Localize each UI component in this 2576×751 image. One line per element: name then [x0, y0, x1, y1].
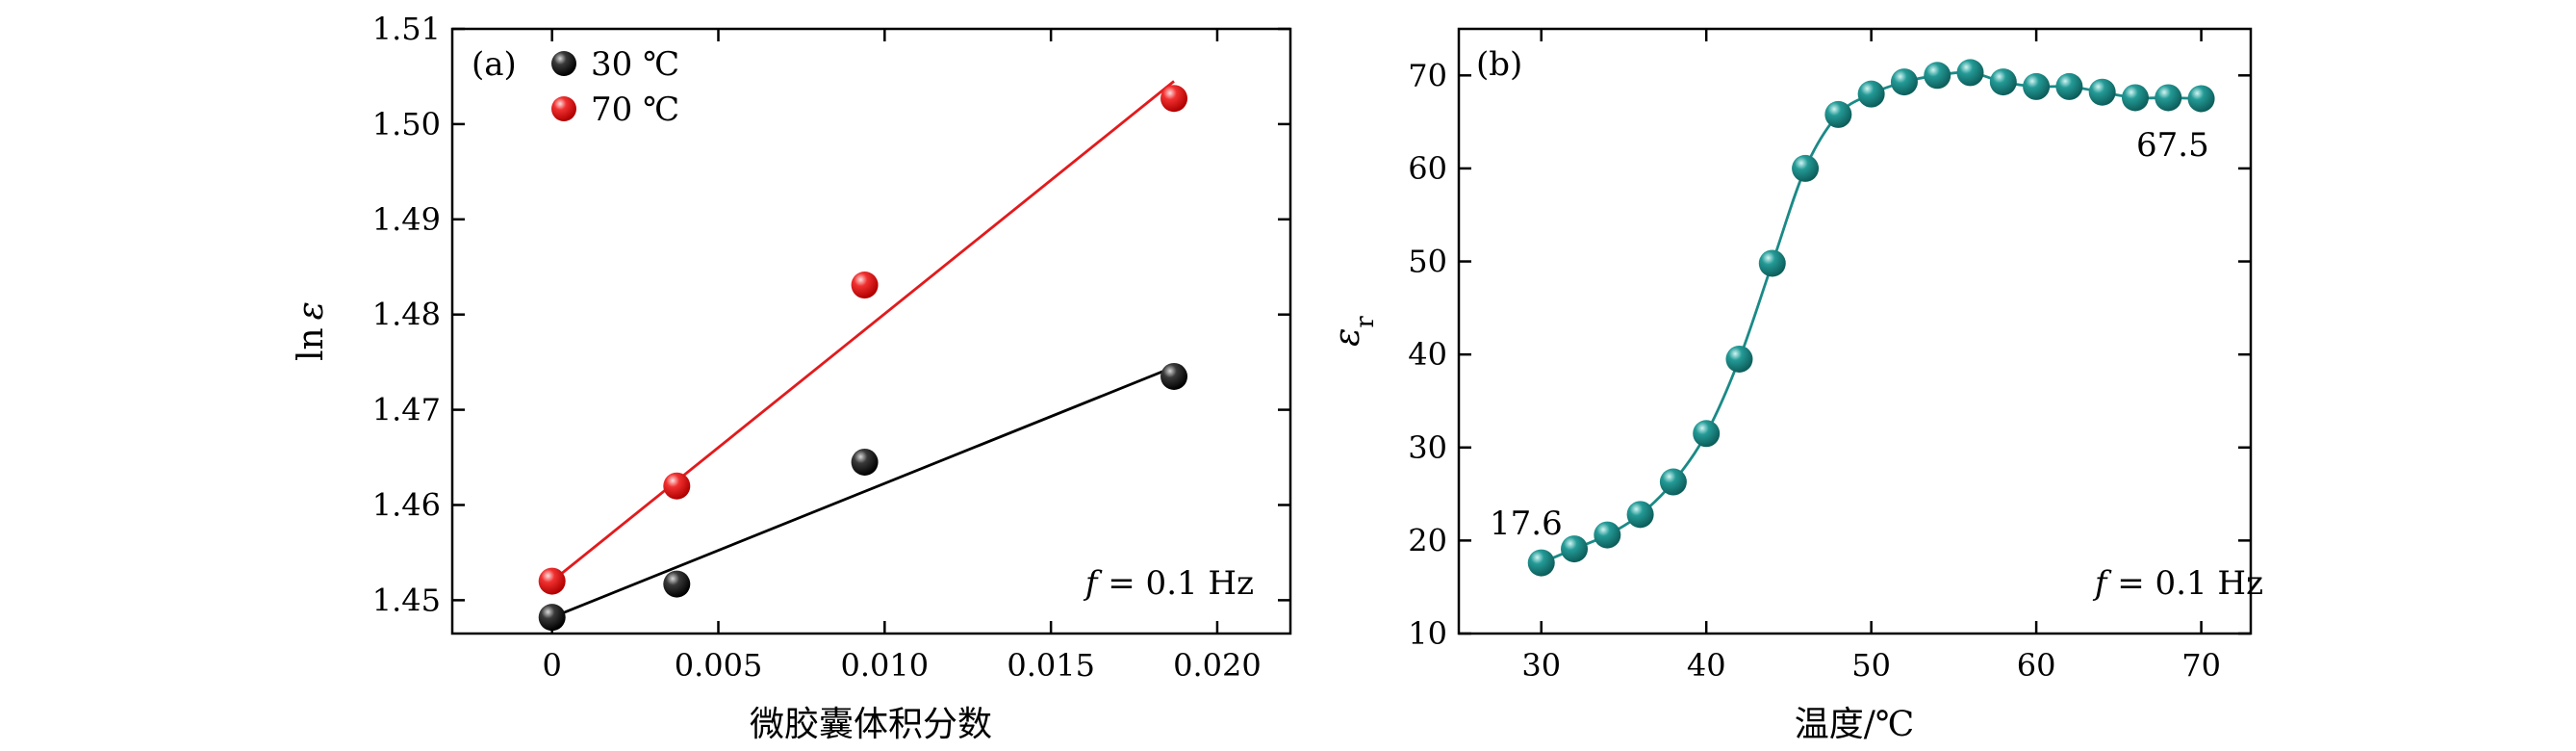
- data-point-30c: [663, 570, 691, 598]
- data-point-er: [1659, 468, 1687, 496]
- legend-marker-30c: [551, 51, 576, 76]
- data-point-er: [1626, 501, 1654, 529]
- a-ytick-label: 1.51: [372, 11, 441, 47]
- a-ytick-label: 1.50: [372, 106, 441, 142]
- data-point-er: [2055, 72, 2083, 100]
- x-axis-title-a: 微胶囊体积分数: [750, 705, 992, 744]
- data-point-er: [1890, 68, 1918, 96]
- start-value-label: 17.6: [1490, 505, 1563, 543]
- data-point-er: [1693, 420, 1721, 448]
- b-xtick-label: 30: [1521, 647, 1561, 684]
- b-xtick-label: 60: [2017, 647, 2056, 684]
- data-points-a: [538, 85, 1188, 632]
- freq-value-a: = 0.1 Hz: [1097, 564, 1254, 603]
- fit-line-30c: [551, 365, 1175, 619]
- panel-label-a: (a): [472, 45, 517, 84]
- fit-lines-a: [550, 80, 1175, 619]
- a-ytick-label: 1.45: [372, 582, 441, 618]
- data-point-70c: [538, 567, 566, 595]
- frequency-annotation-a: f = 0.1 Hz: [1083, 564, 1254, 603]
- data-point-30c: [538, 604, 566, 632]
- data-point-er: [1561, 535, 1589, 563]
- a-ytick-label: 1.49: [372, 201, 441, 238]
- panel-label-b: (b): [1476, 45, 1522, 84]
- panel-a: 0 0.005 0.010 0.015 0.020 1.45 1.46 1.47 1.48 1.4…: [292, 11, 1292, 744]
- axis-ticks-a: 0 0.005 0.010 0.015 0.020 1.45 1.46 1.47 1.48 1.4…: [372, 11, 1290, 684]
- b-xtick-label: 40: [1687, 647, 1726, 684]
- curve-b: [1541, 70, 2202, 564]
- frequency-annotation-b: f = 0.1 Hz: [2092, 564, 2263, 603]
- a-xtick-label: 0.015: [1007, 647, 1095, 684]
- a-ytick-label: 1.46: [372, 486, 441, 523]
- data-point-er: [2088, 78, 2116, 106]
- data-point-er: [1594, 521, 1621, 549]
- data-point-30c: [1160, 362, 1188, 390]
- data-point-er: [2187, 85, 2215, 113]
- data-point-30c: [851, 448, 879, 476]
- b-ytick-label: 40: [1408, 336, 1447, 373]
- b-ytick-label: 20: [1408, 522, 1447, 558]
- data-point-er: [1924, 62, 1951, 90]
- curve-line-er: [1541, 70, 2202, 564]
- data-point-er: [1956, 59, 1984, 87]
- b-ytick-label: 30: [1408, 429, 1447, 466]
- plot-frame-a: [450, 27, 1292, 635]
- data-point-er: [2023, 72, 2051, 100]
- data-point-70c: [1160, 85, 1188, 113]
- y-axis-epsilon-a: ε: [292, 301, 331, 320]
- a-xtick-label: 0.010: [841, 647, 930, 684]
- data-point-70c: [851, 272, 879, 299]
- fit-line-70c: [550, 80, 1175, 583]
- data-point-er: [1725, 345, 1753, 373]
- data-point-er: [1527, 549, 1555, 577]
- data-point-er: [1824, 100, 1852, 128]
- freq-value-b: = 0.1 Hz: [2106, 564, 2263, 603]
- data-point-er: [1758, 249, 1786, 277]
- data-point-70c: [663, 472, 691, 500]
- a-xtick-label: 0.005: [675, 647, 763, 684]
- data-point-er: [2121, 84, 2149, 112]
- end-value-label: 67.5: [2136, 126, 2209, 165]
- y-axis-epsilon-b: ε: [1328, 328, 1367, 347]
- a-xtick-label: 0.020: [1173, 647, 1262, 684]
- y-axis-title-a: ln ε: [292, 301, 331, 361]
- panel-b: 30 40 50 60 70 10 20 30 40 50 60 70 (b) 17.6 67.5 f…: [1328, 27, 2263, 744]
- b-xtick-label: 70: [2181, 647, 2221, 684]
- data-point-er: [1857, 80, 1885, 108]
- data-point-er: [1792, 154, 1820, 182]
- plot-frame-b: [1457, 27, 2253, 635]
- a-ytick-label: 1.47: [372, 392, 441, 428]
- data-point-er: [1989, 68, 2017, 96]
- b-ytick-label: 70: [1408, 57, 1447, 93]
- a-xtick-label: 0: [543, 647, 562, 684]
- x-axis-title-b: 温度/℃: [1795, 705, 1914, 744]
- y-axis-ln-a: ln: [292, 327, 331, 361]
- legend-label-70c: 70 ℃: [591, 91, 679, 129]
- b-ytick-label: 10: [1408, 615, 1447, 652]
- data-point-er: [2155, 84, 2182, 112]
- legend-marker-70c: [551, 96, 576, 121]
- b-ytick-label: 60: [1408, 150, 1447, 187]
- legend-label-30c: 30 ℃: [591, 45, 679, 84]
- b-ytick-label: 50: [1408, 244, 1447, 280]
- a-ytick-label: 1.48: [372, 297, 441, 333]
- y-axis-title-b: εr: [1328, 316, 1380, 347]
- axis-ticks-b: 30 40 50 60 70 10 20 30 40 50 60 70: [1408, 29, 2251, 684]
- legend-a: 30 ℃ 70 ℃: [551, 45, 679, 129]
- b-xtick-label: 50: [1851, 647, 1891, 684]
- data-points-b: [1527, 59, 2215, 577]
- y-axis-subscript-b: r: [1351, 316, 1380, 328]
